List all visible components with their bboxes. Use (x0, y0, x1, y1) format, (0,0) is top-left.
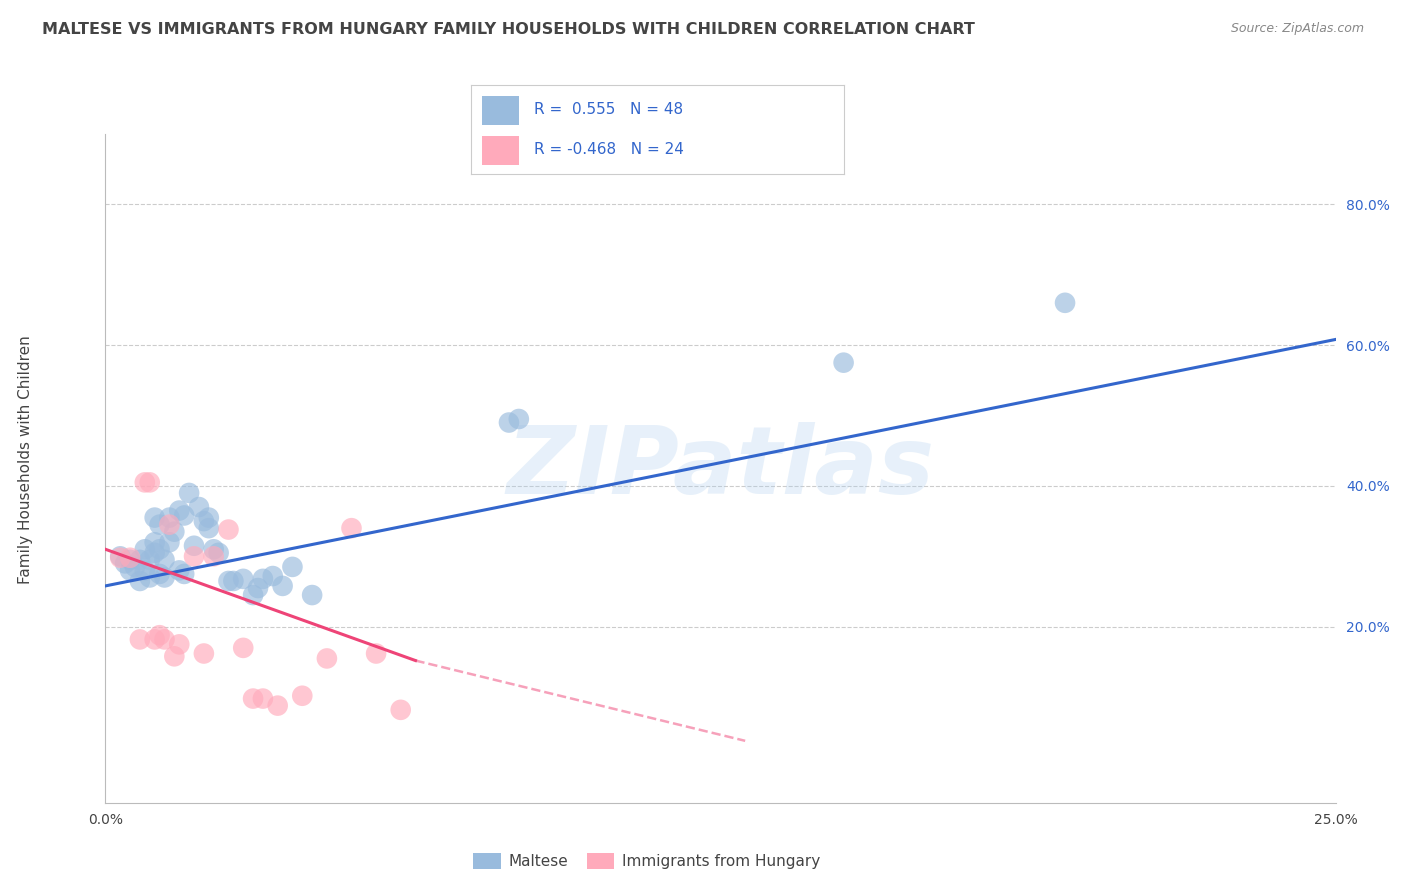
Point (163, 524, 186, 539)
Point (129, 574, 152, 588)
Point (134, 542, 156, 557)
Point (193, 647, 215, 661)
Point (1054, 295, 1077, 310)
Text: R =  0.555   N = 48: R = 0.555 N = 48 (534, 103, 683, 117)
Text: MALTESE VS IMMIGRANTS FROM HUNGARY FAMILY HOUSEHOLDS WITH CHILDREN CORRELATION C: MALTESE VS IMMIGRANTS FROM HUNGARY FAMIL… (42, 22, 974, 37)
Point (232, 640, 254, 655)
Point (159, 510, 180, 524)
Point (315, 651, 337, 665)
Point (202, 549, 225, 564)
Bar (482, 136, 519, 165)
Point (197, 510, 219, 524)
Point (291, 689, 314, 703)
Point (159, 535, 180, 549)
Point (247, 581, 270, 595)
Point (153, 553, 176, 567)
Point (208, 546, 231, 560)
Point (183, 549, 205, 564)
Point (173, 508, 195, 523)
Legend: Maltese, Immigrants from Hungary: Maltese, Immigrants from Hungary (467, 847, 827, 875)
Point (169, 637, 191, 651)
Point (110, 550, 132, 565)
Point (149, 517, 172, 532)
Point (197, 521, 219, 535)
Point (134, 475, 156, 490)
Point (124, 560, 146, 574)
Point (222, 574, 245, 588)
Point (193, 514, 215, 528)
Point (232, 572, 254, 586)
Point (183, 539, 205, 553)
Text: Source: ZipAtlas.com: Source: ZipAtlas.com (1230, 22, 1364, 36)
Point (153, 570, 176, 584)
Point (179, 486, 201, 500)
Point (281, 560, 304, 574)
Point (267, 698, 290, 713)
Point (143, 535, 166, 549)
Point (120, 553, 141, 567)
Point (129, 632, 152, 647)
Point (242, 588, 264, 602)
Point (173, 566, 195, 581)
Point (252, 572, 274, 586)
Point (498, 416, 520, 430)
Point (340, 521, 363, 535)
Point (169, 503, 191, 517)
Point (508, 412, 530, 426)
Point (149, 542, 172, 557)
Point (149, 628, 172, 642)
Text: R = -0.468   N = 24: R = -0.468 N = 24 (534, 143, 685, 157)
Point (120, 550, 141, 565)
Point (143, 632, 166, 647)
Point (143, 546, 166, 560)
Point (262, 569, 284, 583)
Point (188, 500, 211, 514)
Point (271, 579, 294, 593)
Point (134, 563, 156, 577)
Point (110, 549, 132, 564)
Point (202, 542, 225, 557)
Bar (482, 96, 519, 125)
Point (149, 566, 172, 581)
Point (301, 588, 323, 602)
Point (153, 632, 176, 647)
Point (138, 553, 162, 567)
Point (129, 553, 152, 567)
Point (252, 691, 274, 706)
Point (389, 703, 412, 717)
Point (163, 649, 186, 664)
Point (218, 574, 240, 588)
Point (143, 510, 166, 524)
Point (159, 517, 180, 532)
Point (120, 563, 141, 577)
Point (366, 647, 388, 661)
Point (138, 475, 162, 490)
Point (169, 563, 191, 577)
Point (114, 557, 136, 571)
Point (218, 523, 240, 537)
Point (138, 570, 162, 584)
Text: ZIPatlas: ZIPatlas (506, 422, 935, 515)
Point (242, 691, 264, 706)
Point (832, 356, 855, 370)
Text: Family Households with Children: Family Households with Children (18, 335, 32, 583)
